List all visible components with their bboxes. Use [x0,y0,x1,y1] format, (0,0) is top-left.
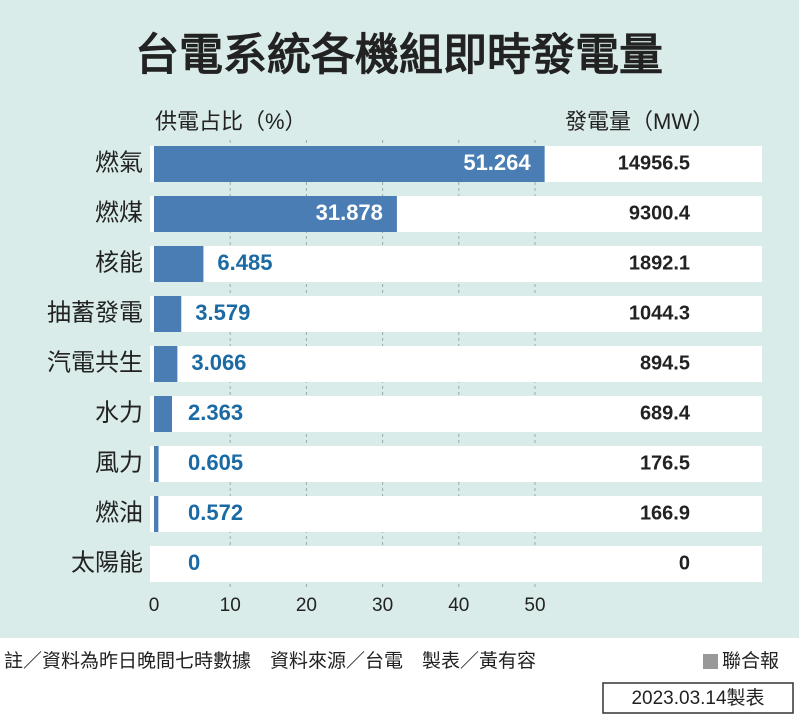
row-band [150,346,762,382]
publisher-icon [703,654,718,669]
bar [154,496,159,532]
mw-value: 14956.5 [618,152,690,174]
category-label: 燃氣 [95,149,143,176]
x-tick-label: 50 [524,595,545,616]
x-tick-label: 30 [372,595,393,616]
bar [154,246,204,282]
chart-title: 台電系統各機組即時發電量 [135,31,663,80]
plot: 0 10 20 30 40 50 燃氣 51.264 14956.5 燃煤 31.878 9300.4… [47,140,762,616]
publisher: 聯合報 [722,650,779,672]
category-label: 水力 [95,399,143,426]
mw-value: 176.5 [640,452,690,474]
category-label: 汽電共生 [47,349,143,376]
row-band [150,246,762,282]
value-label: 2.363 [188,400,243,425]
bar [154,446,159,482]
date: 2023.03.14製表 [631,687,764,709]
value-label: 0.572 [188,500,243,525]
row-band [150,496,762,532]
bar [154,196,397,232]
mw-label: 發電量（MW） [565,109,714,134]
mw-value: 9300.4 [629,202,691,224]
row-band [150,396,762,432]
x-tick-label: 20 [296,595,317,616]
mw-value: 1044.3 [629,302,690,324]
value-label: 0 [188,550,200,575]
bar [154,146,545,182]
value-label: 51.264 [463,150,531,175]
mw-value: 0 [679,552,690,574]
bar [154,346,178,382]
category-label: 燃煤 [95,199,143,226]
value-label: 6.485 [217,250,272,275]
category-label: 核能 [95,249,143,276]
footer-note: 註／資料為昨日晚間七時數據 資料來源／台電 製表／黃有容 [4,650,536,672]
x-tick-label: 40 [448,595,469,616]
value-label: 0.605 [188,450,243,475]
value-label: 3.066 [191,350,246,375]
date-box [602,682,794,714]
x-tick-label: 10 [220,595,241,616]
mw-value: 689.4 [640,402,691,424]
mw-value: 1892.1 [629,252,690,274]
value-label: 3.579 [195,300,250,325]
x-tick-label: 0 [149,595,160,616]
mw-value: 894.5 [640,352,690,374]
value-label: 31.878 [316,200,383,225]
category-label: 風力 [95,449,143,476]
bar [154,296,182,332]
row-band [150,296,762,332]
bar [154,396,173,432]
row-band [150,446,762,482]
mw-value: 166.9 [640,502,690,524]
category-label: 抽蓄發電 [47,299,143,326]
row-band [150,546,762,582]
x-axis-label: 供電占比（%） [155,109,307,134]
category-label: 太陽能 [71,549,143,576]
category-label: 燃油 [95,499,143,526]
